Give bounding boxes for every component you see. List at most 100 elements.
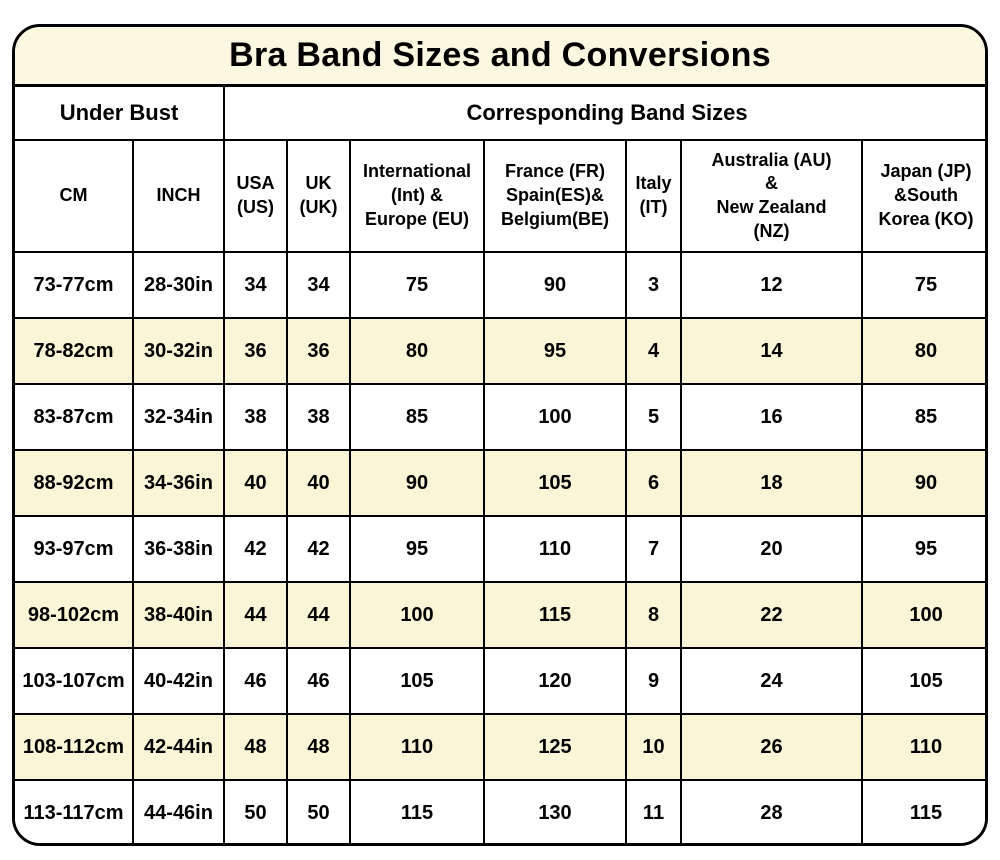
cell-jp-ko: 110 xyxy=(860,713,985,781)
table-body: 73-77cm 28-30in 34 34 75 90 3 12 75 78-82cm 30-32i… xyxy=(15,251,985,843)
cell-fr-es-be: 120 xyxy=(483,647,627,715)
cell-fr-es-be: 95 xyxy=(483,317,627,385)
column-header-uk: UK (UK) xyxy=(286,139,351,253)
cell-usa: 42 xyxy=(223,515,288,583)
cell-inch: 32-34in xyxy=(132,383,225,451)
cell-usa: 46 xyxy=(223,647,288,715)
table-row: 103-107cm 40-42in 46 46 105 120 9 24 105 xyxy=(15,647,985,715)
cell-fr-es-be: 105 xyxy=(483,449,627,517)
cell-cm: 98-102cm xyxy=(15,581,134,649)
cell-fr-es-be: 100 xyxy=(483,383,627,451)
cell-au-nz: 18 xyxy=(680,449,863,517)
cell-usa: 40 xyxy=(223,449,288,517)
cell-italy: 3 xyxy=(625,251,682,319)
cell-jp-ko: 105 xyxy=(860,647,985,715)
cell-cm: 108-112cm xyxy=(15,713,134,781)
cell-jp-ko: 75 xyxy=(860,251,985,319)
table-row: 98-102cm 38-40in 44 44 100 115 8 22 100 xyxy=(15,581,985,649)
cell-jp-ko: 85 xyxy=(860,383,985,451)
cell-cm: 73-77cm xyxy=(15,251,134,319)
cell-jp-ko: 95 xyxy=(860,515,985,583)
cell-cm: 83-87cm xyxy=(15,383,134,451)
cell-au-nz: 28 xyxy=(680,779,863,843)
cell-italy: 8 xyxy=(625,581,682,649)
cell-inch: 34-36in xyxy=(132,449,225,517)
group-header-band-sizes: Corresponding Band Sizes xyxy=(222,86,985,141)
cell-uk: 34 xyxy=(286,251,351,319)
cell-int-eu: 110 xyxy=(349,713,485,781)
cell-usa: 48 xyxy=(223,713,288,781)
cell-uk: 36 xyxy=(286,317,351,385)
cell-au-nz: 16 xyxy=(680,383,863,451)
cell-fr-es-be: 90 xyxy=(483,251,627,319)
column-header-fr-es-be: France (FR) Spain(ES)& Belgium(BE) xyxy=(483,139,627,253)
cell-jp-ko: 90 xyxy=(860,449,985,517)
column-header-italy: Italy (IT) xyxy=(625,139,682,253)
column-header-au-nz: Australia (AU) & New Zealand (NZ) xyxy=(680,139,863,253)
cell-usa: 34 xyxy=(223,251,288,319)
group-header-under-bust: Under Bust xyxy=(15,86,225,141)
cell-usa: 50 xyxy=(223,779,288,843)
cell-cm: 113-117cm xyxy=(15,779,134,843)
cell-fr-es-be: 115 xyxy=(483,581,627,649)
cell-italy: 10 xyxy=(625,713,682,781)
cell-inch: 28-30in xyxy=(132,251,225,319)
cell-jp-ko: 80 xyxy=(860,317,985,385)
cell-int-eu: 115 xyxy=(349,779,485,843)
cell-au-nz: 12 xyxy=(680,251,863,319)
cell-int-eu: 90 xyxy=(349,449,485,517)
cell-italy: 9 xyxy=(625,647,682,715)
cell-inch: 36-38in xyxy=(132,515,225,583)
table-row: 113-117cm 44-46in 50 50 115 130 11 28 115 xyxy=(15,779,985,843)
table-row: 83-87cm 32-34in 38 38 85 100 5 16 85 xyxy=(15,383,985,451)
cell-cm: 93-97cm xyxy=(15,515,134,583)
size-chart-frame: Bra Band Sizes and Conversions Under Bus… xyxy=(12,24,988,846)
cell-au-nz: 24 xyxy=(680,647,863,715)
cell-fr-es-be: 125 xyxy=(483,713,627,781)
cell-inch: 38-40in xyxy=(132,581,225,649)
chart-title: Bra Band Sizes and Conversions xyxy=(15,27,985,87)
column-header-jp-ko: Japan (JP) &South Korea (KO) xyxy=(860,139,985,253)
cell-au-nz: 22 xyxy=(680,581,863,649)
cell-int-eu: 95 xyxy=(349,515,485,583)
cell-italy: 6 xyxy=(625,449,682,517)
column-header-inch: INCH xyxy=(132,139,225,253)
cell-uk: 38 xyxy=(286,383,351,451)
cell-int-eu: 80 xyxy=(349,317,485,385)
cell-uk: 50 xyxy=(286,779,351,843)
column-header-row: CM INCH USA (US) UK (UK) International (Int)… xyxy=(15,139,985,253)
cell-au-nz: 14 xyxy=(680,317,863,385)
cell-usa: 44 xyxy=(223,581,288,649)
cell-cm: 78-82cm xyxy=(15,317,134,385)
cell-italy: 4 xyxy=(625,317,682,385)
table-row: 78-82cm 30-32in 36 36 80 95 4 14 80 xyxy=(15,317,985,385)
cell-fr-es-be: 110 xyxy=(483,515,627,583)
cell-jp-ko: 115 xyxy=(860,779,985,843)
column-header-int-eu: International (Int) & Europe (EU) xyxy=(349,139,485,253)
table-row: 93-97cm 36-38in 42 42 95 110 7 20 95 xyxy=(15,515,985,583)
cell-italy: 5 xyxy=(625,383,682,451)
table-row: 73-77cm 28-30in 34 34 75 90 3 12 75 xyxy=(15,251,985,319)
group-header-row: Under Bust Corresponding Band Sizes xyxy=(15,86,985,141)
cell-int-eu: 100 xyxy=(349,581,485,649)
cell-int-eu: 105 xyxy=(349,647,485,715)
table-row: 108-112cm 42-44in 48 48 110 125 10 26 110 xyxy=(15,713,985,781)
cell-inch: 44-46in xyxy=(132,779,225,843)
cell-uk: 44 xyxy=(286,581,351,649)
cell-cm: 88-92cm xyxy=(15,449,134,517)
cell-italy: 11 xyxy=(625,779,682,843)
cell-au-nz: 26 xyxy=(680,713,863,781)
cell-cm: 103-107cm xyxy=(15,647,134,715)
cell-inch: 30-32in xyxy=(132,317,225,385)
conversion-table: Under Bust Corresponding Band Sizes CM IN… xyxy=(15,86,985,843)
cell-int-eu: 75 xyxy=(349,251,485,319)
table-row: 88-92cm 34-36in 40 40 90 105 6 18 90 xyxy=(15,449,985,517)
cell-jp-ko: 100 xyxy=(860,581,985,649)
cell-uk: 40 xyxy=(286,449,351,517)
cell-fr-es-be: 130 xyxy=(483,779,627,843)
cell-au-nz: 20 xyxy=(680,515,863,583)
cell-uk: 46 xyxy=(286,647,351,715)
cell-usa: 36 xyxy=(223,317,288,385)
column-header-cm: CM xyxy=(15,139,134,253)
